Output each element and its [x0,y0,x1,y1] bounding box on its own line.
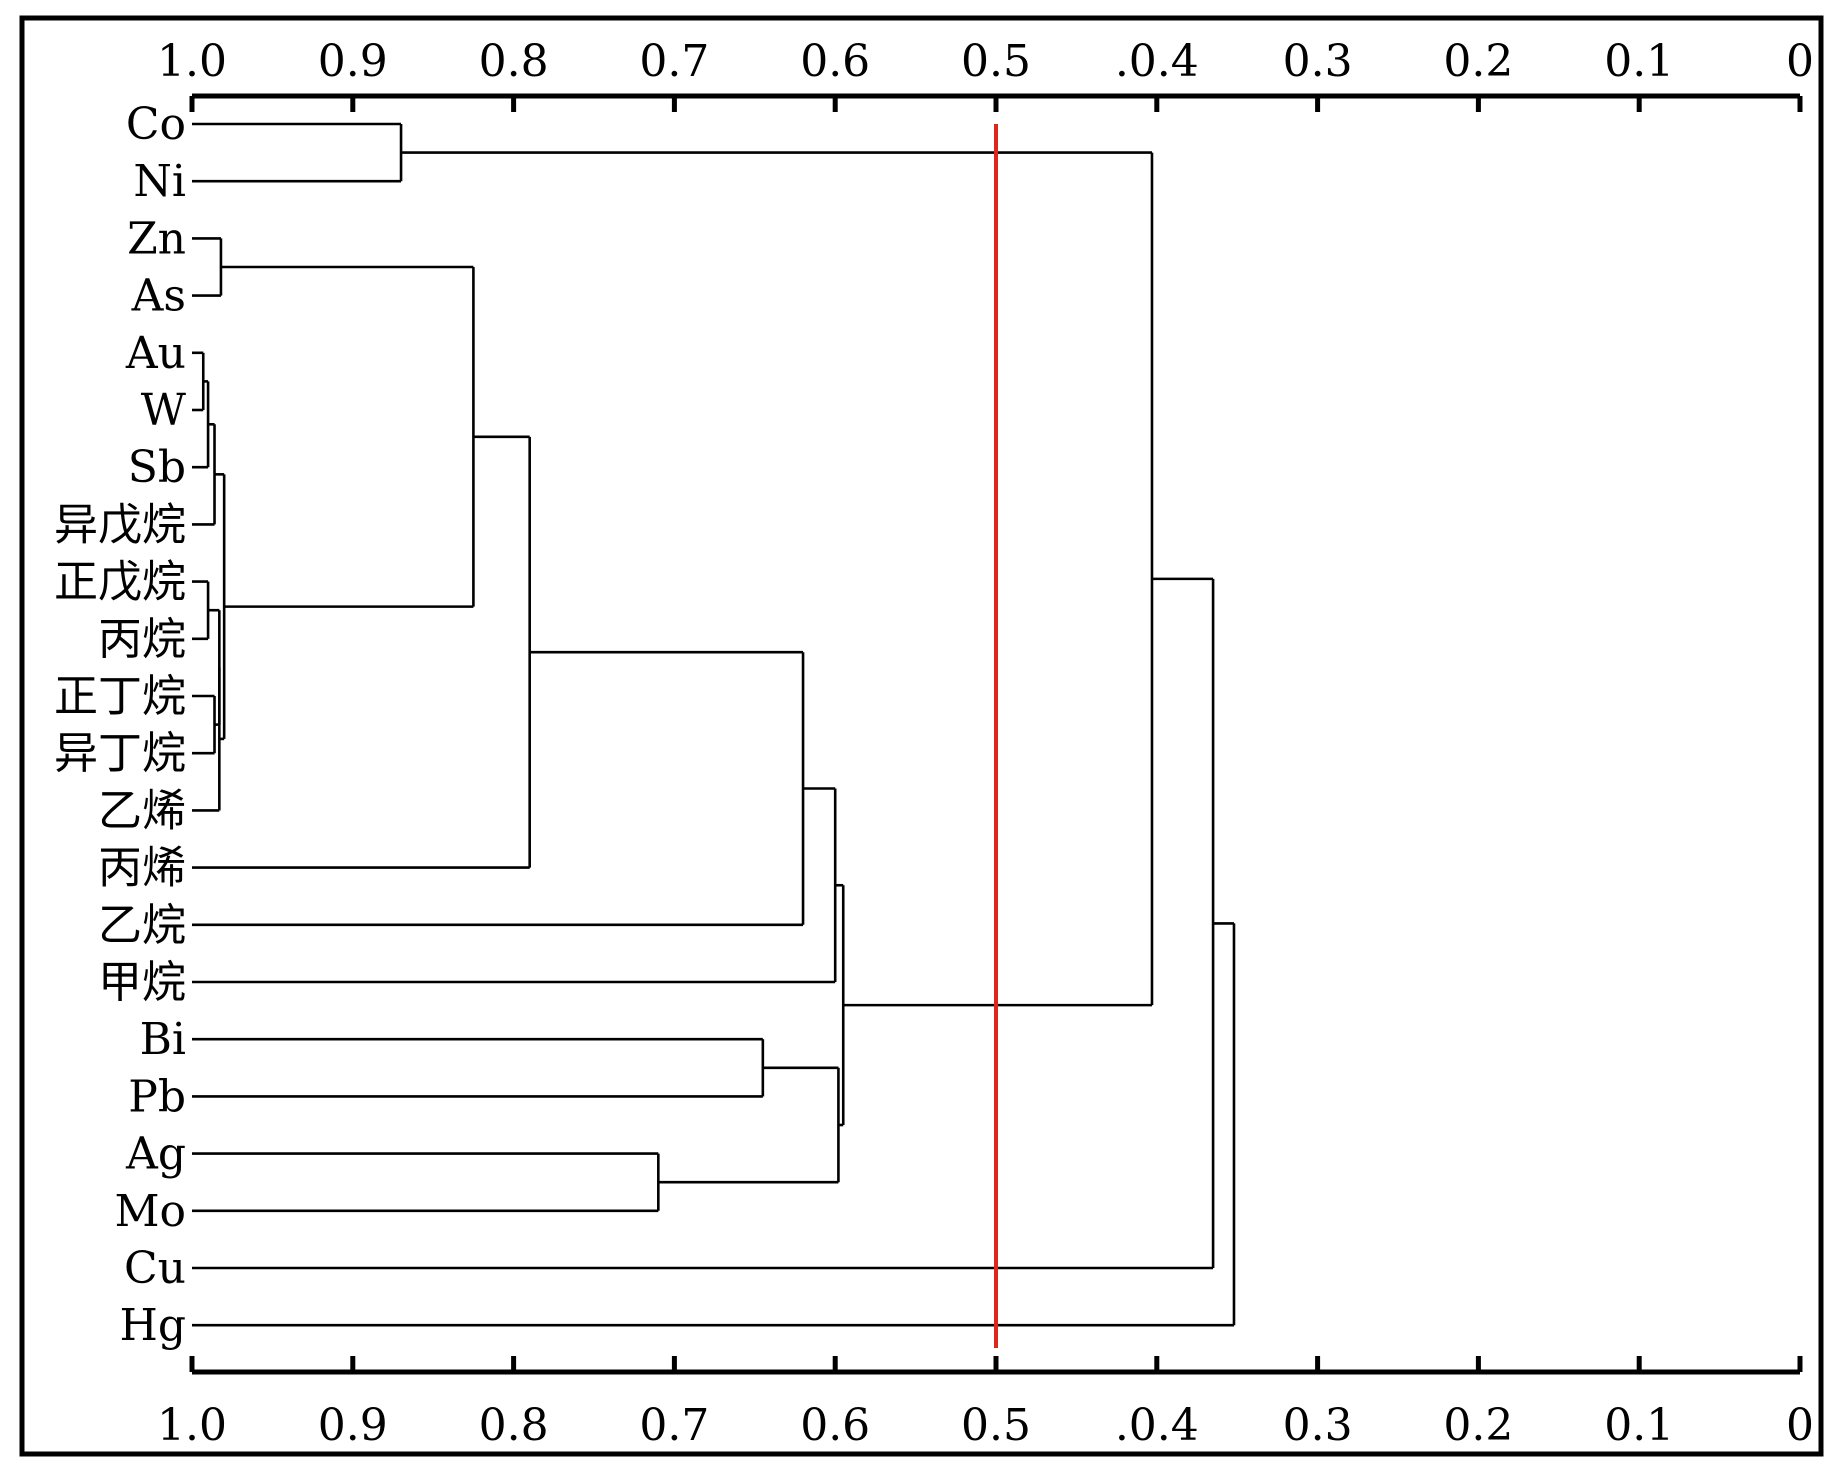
top-tick-label: 0 [1786,36,1814,87]
bottom-tick-label: 0.2 [1443,1400,1513,1451]
leaf-label: 甲烷 [98,957,186,1008]
top-tick-label: 1.0 [157,36,227,87]
leaf-label: Pb [128,1071,186,1122]
leaf-label: Zn [127,213,186,264]
top-tick-label: 0.8 [479,36,549,87]
leaf-label: Cu [124,1243,186,1294]
leaf-label: 乙烷 [98,900,186,951]
leaf-label: W [141,385,187,436]
leaf-label: Sb [128,442,186,493]
bottom-tick-label: .0.4 [1115,1400,1199,1451]
bottom-tick-label: 0.8 [479,1400,549,1451]
top-tick-label: 0.6 [800,36,870,87]
bottom-tick-label: 0.3 [1283,1400,1353,1451]
top-tick-label: 0.9 [318,36,388,87]
leaf-label: 正丁烷 [54,671,186,722]
leaf-label: 异戊烷 [54,499,186,550]
leaf-label: 丙烯 [98,843,186,894]
bottom-tick-label: 0.6 [800,1400,870,1451]
leaf-label: Mo [114,1186,186,1237]
leaf-label: 异丁烷 [54,728,186,779]
leaf-label: Ni [133,156,186,207]
top-tick-label: 0.2 [1443,36,1513,87]
leaf-label: Co [126,99,186,150]
leaf-label: Bi [140,1014,186,1065]
top-tick-label: 0.3 [1283,36,1353,87]
leaf-label: 乙烯 [98,785,186,836]
top-tick-label: 0.7 [639,36,709,87]
leaf-label: Hg [119,1300,186,1351]
bottom-tick-label: 0.1 [1604,1400,1674,1451]
bottom-tick-label: 0.5 [961,1400,1031,1451]
bottom-tick-label: 1.0 [157,1400,227,1451]
top-axis: 1.0 0.9 0.8 0.7 0.6 0.5 .0.4 0.3 0.2 0.1 0 [157,36,1814,112]
bottom-tick-label: 0 [1786,1400,1814,1451]
bottom-tick-label: 0.7 [639,1400,709,1451]
dendrogram-links [192,122,1236,1327]
top-tick-label: 0.5 [961,36,1031,87]
frame-border [19,15,1824,1457]
top-tick-label: .0.4 [1115,36,1199,87]
leaf-label: Au [125,328,186,379]
leaf-label: 正戊烷 [54,557,186,608]
leaf-label: Ag [125,1129,186,1180]
top-tick-label: 0.1 [1604,36,1674,87]
bottom-axis: 1.0 0.9 0.8 0.7 0.6 0.5 .0.4 0.3 0.2 0.1 0 [157,1356,1814,1451]
leaf-label: As [131,271,186,322]
leaf-label: 丙烷 [98,614,186,665]
bottom-tick-label: 0.9 [318,1400,388,1451]
